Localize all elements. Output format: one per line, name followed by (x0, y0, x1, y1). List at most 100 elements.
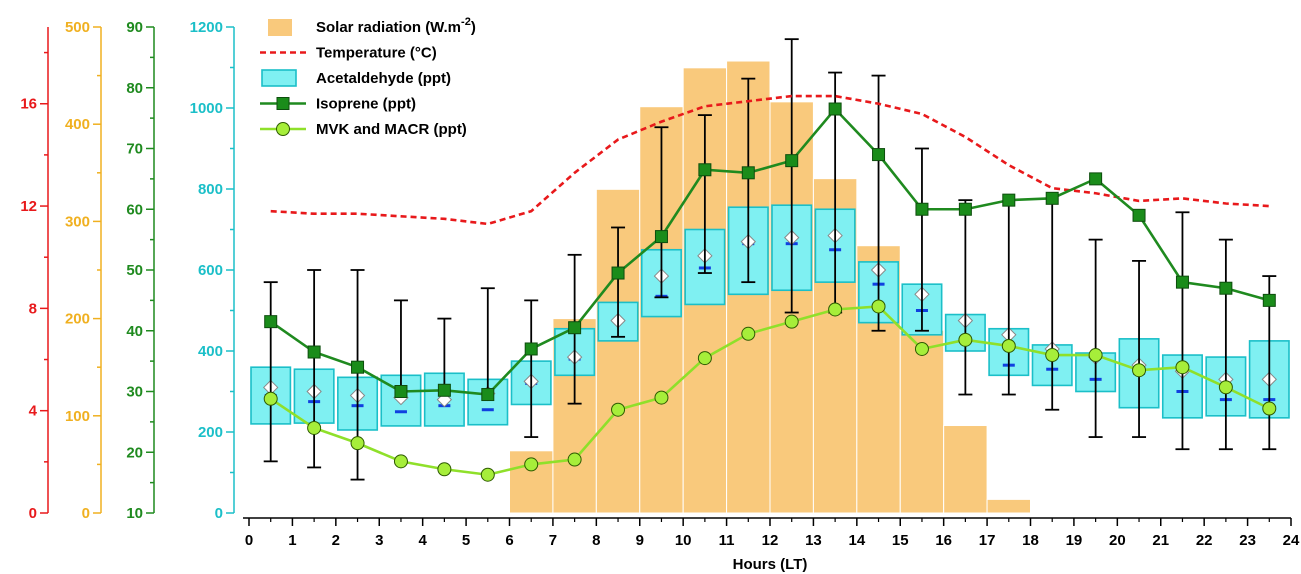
x-tick-label: 0 (245, 532, 253, 549)
mvk-marker (871, 299, 886, 314)
x-tick-label: 24 (1283, 532, 1300, 549)
isoprene-tick-label: 30 (126, 384, 143, 401)
solar-tick-label: 400 (65, 116, 90, 133)
isoprene-marker (307, 345, 321, 359)
solar-tick-label: 300 (65, 213, 90, 230)
isoprene-line (269, 107, 1270, 396)
mvk-marker (393, 454, 408, 469)
x-tick-label: 7 (549, 532, 557, 549)
x-tick-label: 5 (462, 532, 470, 549)
legend-label-solar: Solar radiation (W.m-2) (316, 16, 476, 36)
x-tick-label: 16 (935, 532, 952, 549)
legend-swatch-solar (268, 19, 292, 36)
legend-swatch-acetaldehyde (261, 69, 297, 87)
isoprene-marker (915, 202, 929, 216)
isoprene-series (264, 102, 1276, 402)
x-tick-label: 6 (505, 532, 513, 549)
legend-label-mvk: MVK and MACR (ppt) (316, 121, 467, 138)
mvk-marker (958, 332, 973, 347)
x-tick-label: 18 (1022, 532, 1039, 549)
isoprene-marker (351, 360, 365, 374)
x-tick-label: 1 (288, 532, 296, 549)
isoprene-marker (264, 315, 278, 329)
legend: Solar radiation (W.m-2) Temperature (°C) A… (260, 16, 476, 138)
isoprene-marker (1002, 193, 1016, 207)
mvk-marker (828, 302, 843, 317)
solar-bar (943, 425, 988, 514)
acetaldehyde-tick-label: 1000 (190, 100, 223, 117)
isoprene-marker (1089, 172, 1103, 186)
temperature-line (270, 94, 1270, 226)
isoprene-marker (437, 383, 451, 397)
mvk-line (269, 305, 1270, 477)
isoprene-marker (1262, 293, 1276, 307)
isoprene-marker (1175, 275, 1189, 289)
mvk-marker (741, 326, 756, 341)
mvk-marker (350, 436, 365, 451)
x-tick-label: 19 (1066, 532, 1083, 549)
mvk-marker (1218, 380, 1233, 395)
isoprene-marker (394, 385, 408, 398)
isoprene-marker (1219, 281, 1233, 295)
x-tick-label: 9 (636, 532, 644, 549)
solar-tick-label: 200 (65, 311, 90, 328)
mvk-marker (437, 462, 452, 477)
x-tick-label: 3 (375, 532, 383, 549)
temperature-tick-label: 0 (29, 505, 37, 522)
legend-label-isoprene: Isoprene (ppt) (316, 96, 416, 113)
x-tick-label: 8 (592, 532, 600, 549)
acetaldehyde-tick-label: 1200 (190, 19, 223, 36)
mvk-marker (307, 420, 322, 435)
isoprene-marker (524, 342, 538, 356)
mvk-marker (1045, 348, 1060, 363)
isoprene-tick-label: 80 (126, 80, 143, 97)
acetaldehyde-tick-label: 800 (198, 181, 223, 198)
isoprene-marker (785, 154, 799, 168)
isoprene-marker (698, 163, 712, 177)
mvk-marker (1088, 348, 1103, 363)
mvk-marker (524, 457, 539, 472)
acetaldehyde-tick-label: 600 (198, 262, 223, 279)
isoprene-marker (741, 166, 755, 180)
isoprene-marker (828, 102, 842, 116)
solar-tick-label: 500 (65, 19, 90, 36)
isoprene-tick-label: 40 (126, 323, 143, 340)
x-tick-label: 17 (979, 532, 996, 549)
isoprene-marker (568, 321, 582, 335)
legend-label-acetaldehyde: Acetaldehyde (ppt) (316, 70, 451, 87)
mvk-marker (263, 391, 278, 406)
x-tick-label: 10 (675, 532, 692, 549)
isoprene-tick-label: 70 (126, 141, 143, 158)
mvk-marker (784, 314, 799, 329)
isoprene-marker (611, 266, 625, 280)
x-tick-label: 13 (805, 532, 822, 549)
x-tick-label: 4 (418, 532, 427, 549)
acetaldehyde-tick-label: 200 (198, 424, 223, 441)
x-axis-title: Hours (LT) (733, 556, 808, 573)
temperature-tick-label: 16 (20, 96, 37, 113)
x-tick-label: 11 (719, 532, 735, 549)
x-tick-label: 15 (892, 532, 909, 549)
solar-tick-label: 100 (65, 408, 90, 425)
x-tick-label: 20 (1109, 532, 1126, 549)
solar-tick-label: 0 (82, 505, 90, 522)
isoprene-tick-label: 60 (126, 201, 143, 218)
isoprene-tick-label: 20 (126, 444, 143, 461)
mvk-marker (611, 402, 626, 417)
solar-bar (899, 329, 945, 514)
temperature-tick-label: 8 (29, 300, 37, 317)
legend-swatch-mvk-marker (276, 122, 290, 136)
legend-label-temperature: Temperature (°C) (316, 45, 437, 62)
mvk-marker (480, 467, 495, 482)
acetaldehyde-tick-label: 400 (198, 343, 223, 360)
isoprene-marker (481, 388, 495, 402)
x-tick-label: 23 (1239, 532, 1256, 549)
x-tick-label: 22 (1196, 532, 1213, 549)
isoprene-marker (872, 148, 886, 162)
isoprene-tick-label: 90 (126, 19, 143, 36)
mvk-marker (567, 452, 582, 467)
isoprene-marker (1132, 208, 1146, 222)
mvk-macr-series (263, 299, 1277, 482)
x-tick-label: 21 (1152, 532, 1169, 549)
